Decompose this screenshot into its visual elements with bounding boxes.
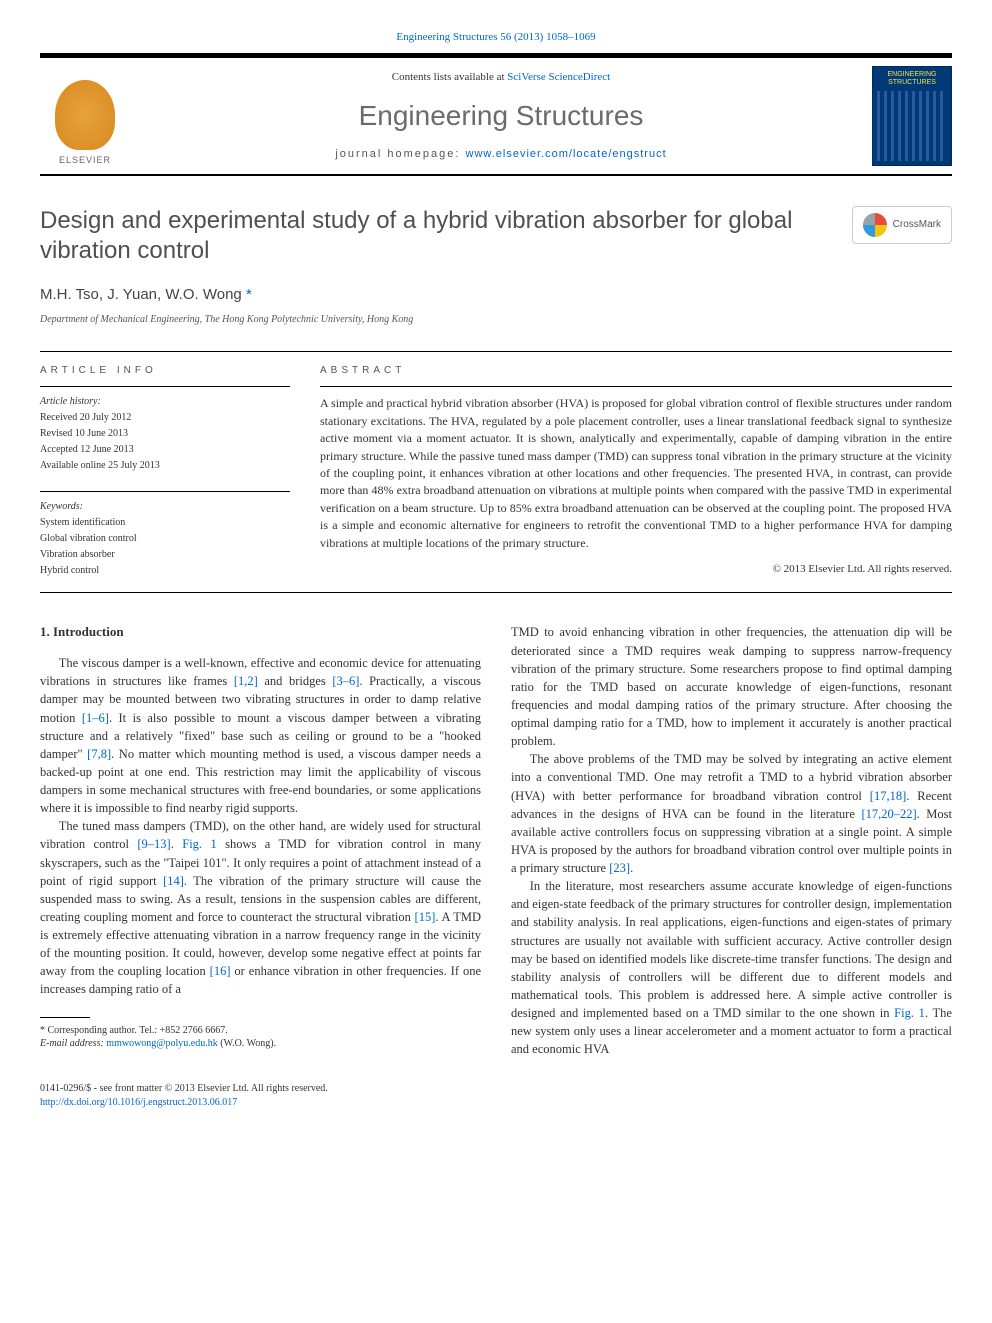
ref-link[interactable]: [7,8] <box>87 747 111 761</box>
keyword-item: System identification <box>40 516 290 530</box>
email-link[interactable]: mmwowong@polyu.edu.hk <box>106 1038 217 1049</box>
email-label: E-mail address: <box>40 1038 106 1049</box>
email-suffix: (W.O. Wong). <box>218 1038 276 1049</box>
body-column-right: TMD to avoid enhancing vibration in othe… <box>511 623 952 1058</box>
publisher-label: ELSEVIER <box>59 154 111 167</box>
top-citation: Engineering Structures 56 (2013) 1058–10… <box>40 30 952 45</box>
divider-top <box>40 351 952 352</box>
keywords-block: Keywords: System identification Global v… <box>40 491 290 578</box>
body-paragraph: The above problems of the TMD may be sol… <box>511 750 952 877</box>
ref-link[interactable]: [14] <box>163 874 184 888</box>
abstract-text: A simple and practical hybrid vibration … <box>320 395 952 552</box>
homepage-line: journal homepage: www.elsevier.com/locat… <box>130 147 872 162</box>
figure-link[interactable]: Fig. 1 <box>894 1006 925 1020</box>
history-received: Received 20 July 2012 <box>40 411 290 425</box>
body-paragraph: TMD to avoid enhancing vibration in othe… <box>511 623 952 750</box>
ref-link[interactable]: [16] <box>210 964 231 978</box>
header-center: Contents lists available at SciVerse Sci… <box>130 70 872 162</box>
abstract-divider <box>320 386 952 387</box>
contents-line: Contents lists available at SciVerse Sci… <box>130 70 872 85</box>
contents-prefix: Contents lists available at <box>392 71 507 83</box>
doi-link[interactable]: http://dx.doi.org/10.1016/j.engstruct.20… <box>40 1097 237 1108</box>
crossmark-icon <box>863 213 887 237</box>
authors-names: M.H. Tso, J. Yuan, W.O. Wong <box>40 286 242 303</box>
footer-left: 0141-0296/$ - see front matter © 2013 El… <box>40 1082 328 1110</box>
body-paragraph: The viscous damper is a well-known, effe… <box>40 654 481 817</box>
ref-link[interactable]: [1–6] <box>82 711 109 725</box>
elsevier-tree-icon <box>55 80 115 150</box>
abstract-copyright: © 2013 Elsevier Ltd. All rights reserved… <box>320 562 952 577</box>
divider-bottom <box>40 592 952 593</box>
issn-line: 0141-0296/$ - see front matter © 2013 El… <box>40 1082 328 1096</box>
ref-link[interactable]: [3–6] <box>332 674 359 688</box>
section-number: 1. <box>40 624 50 639</box>
footnote-separator <box>40 1017 90 1018</box>
ref-link[interactable]: [17,18] <box>870 789 906 803</box>
text-run: . <box>171 837 183 851</box>
body-paragraph: The tuned mass dampers (TMD), on the oth… <box>40 817 481 998</box>
figure-link[interactable]: Fig. 1 <box>182 837 216 851</box>
section-heading: 1. Introduction <box>40 623 481 642</box>
text-run: and bridges <box>258 674 333 688</box>
ref-link[interactable]: [1,2] <box>234 674 258 688</box>
ref-link[interactable]: [15] <box>415 910 436 924</box>
keywords-label: Keywords: <box>40 500 290 514</box>
page-container: Engineering Structures 56 (2013) 1058–10… <box>0 0 992 1140</box>
journal-cover-icon: ENGINEERING STRUCTURES <box>872 66 952 166</box>
authors-line: M.H. Tso, J. Yuan, W.O. Wong * <box>40 284 952 305</box>
body-paragraph: In the literature, most researchers assu… <box>511 877 952 1058</box>
keyword-item: Global vibration control <box>40 532 290 546</box>
history-revised: Revised 10 June 2013 <box>40 427 290 441</box>
ref-link[interactable]: [23] <box>609 861 630 875</box>
corresponding-footnote: * Corresponding author. Tel.: +852 2766 … <box>40 1024 481 1050</box>
section-title: Introduction <box>53 624 124 639</box>
info-abstract-row: ARTICLE INFO Article history: Received 2… <box>40 364 952 580</box>
body-columns: 1. Introduction The viscous damper is a … <box>40 623 952 1058</box>
abstract-column: ABSTRACT A simple and practical hybrid v… <box>320 364 952 580</box>
page-footer: 0141-0296/$ - see front matter © 2013 El… <box>40 1082 952 1110</box>
text-run: TMD to avoid enhancing vibration in othe… <box>511 625 952 748</box>
article-title: Design and experimental study of a hybri… <box>40 206 832 266</box>
journal-name: Engineering Structures <box>130 96 872 135</box>
homepage-prefix: journal homepage: <box>335 148 465 160</box>
publisher-logo: ELSEVIER <box>40 66 130 166</box>
top-citation-link[interactable]: Engineering Structures 56 (2013) 1058–10… <box>396 31 595 43</box>
footnote-text: Corresponding author. Tel.: +852 2766 66… <box>45 1025 228 1036</box>
affiliation: Department of Mechanical Engineering, Th… <box>40 313 952 327</box>
sciencedirect-link[interactable]: SciVerse ScienceDirect <box>507 71 610 83</box>
info-divider-2 <box>40 491 290 492</box>
ref-link[interactable]: [9–13] <box>137 837 170 851</box>
abstract-heading: ABSTRACT <box>320 364 952 378</box>
journal-header: ELSEVIER Contents lists available at Sci… <box>40 53 952 176</box>
text-run: . <box>630 861 633 875</box>
keyword-item: Hybrid control <box>40 564 290 578</box>
article-info-column: ARTICLE INFO Article history: Received 2… <box>40 364 290 580</box>
article-info-heading: ARTICLE INFO <box>40 364 290 378</box>
journal-cover-label: ENGINEERING STRUCTURES <box>877 71 947 86</box>
corresponding-marker-link[interactable]: * <box>246 286 252 303</box>
text-run: In the literature, most researchers assu… <box>511 879 952 1020</box>
history-label: Article history: <box>40 395 290 409</box>
ref-link[interactable]: [17,20–22] <box>861 807 916 821</box>
title-row: Design and experimental study of a hybri… <box>40 206 952 266</box>
crossmark-label: CrossMark <box>893 218 941 232</box>
journal-cover-art <box>877 91 947 162</box>
info-divider-1 <box>40 386 290 387</box>
crossmark-badge[interactable]: CrossMark <box>852 206 952 244</box>
keyword-item: Vibration absorber <box>40 548 290 562</box>
history-online: Available online 25 July 2013 <box>40 459 290 473</box>
body-column-left: 1. Introduction The viscous damper is a … <box>40 623 481 1058</box>
homepage-link[interactable]: www.elsevier.com/locate/engstruct <box>466 148 667 160</box>
history-accepted: Accepted 12 June 2013 <box>40 443 290 457</box>
